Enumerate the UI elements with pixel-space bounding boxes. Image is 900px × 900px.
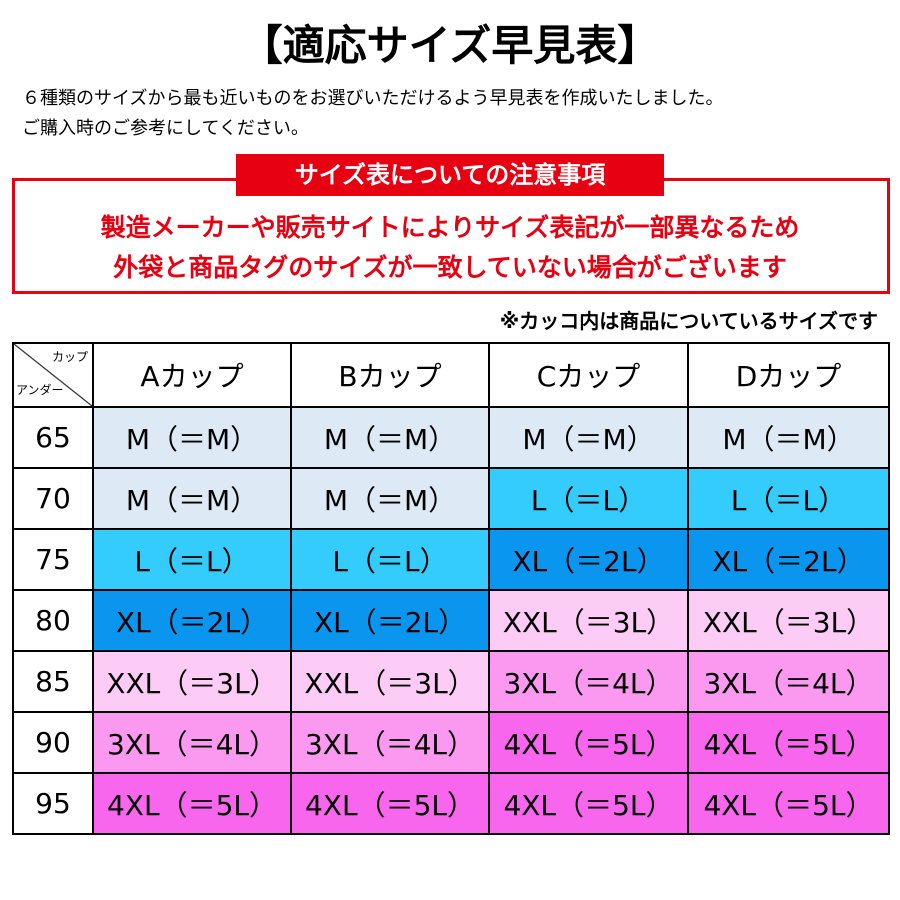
column-header: Bカップ xyxy=(290,342,490,408)
size-cell: XXL（＝3L） xyxy=(488,589,689,652)
note: ※カッコ内は商品についているサイズです xyxy=(499,309,878,333)
size-cell: M（＝M） xyxy=(290,406,490,469)
under-label: 80 xyxy=(12,589,94,652)
size-cell: 3XL（＝4L） xyxy=(92,711,292,774)
size-row: 70 M（＝M） M（＝M） L（＝L） L（＝L） xyxy=(12,467,890,530)
size-cell: 3XL（＝4L） xyxy=(290,711,490,774)
title: 【適応サイズ早見表】 xyxy=(240,21,660,70)
corner-cell: カップアンダー xyxy=(12,342,94,408)
size-table: カップ アンダー Aカップ Bカップ Cカップ Dカップ 65 M（＝M） M（＝M） M（＝M）… xyxy=(12,342,890,835)
size-row: 95 4XL（＝5L） 4XL（＝5L） 4XL（＝5L） 4XL（＝5L） xyxy=(12,772,890,835)
size-row: 75 L（＝L） L（＝L） XL（＝2L） XL（＝2L） xyxy=(12,528,890,591)
size-cell: XL（＝2L） xyxy=(488,528,689,591)
size-cell: M（＝M） xyxy=(92,467,292,530)
size-cell: 4XL（＝5L） xyxy=(687,772,890,835)
size-row: 90 3XL（＝4L） 3XL（＝4L） 4XL（＝5L） 4XL（＝5L） xyxy=(12,711,890,774)
notice-heading: サイズ表についての注意事項 xyxy=(236,154,664,196)
size-cell: 4XL（＝5L） xyxy=(488,772,689,835)
corner-bottom: アンダー xyxy=(16,383,64,397)
under-label: 75 xyxy=(12,528,94,591)
under-label: 65 xyxy=(12,406,94,469)
size-cell: XL（＝2L） xyxy=(290,589,490,652)
size-cell: XXL（＝3L） xyxy=(92,650,292,713)
size-cell: M（＝M） xyxy=(290,467,490,530)
size-cell: 3XL（＝4L） xyxy=(488,650,689,713)
column-header: Dカップ xyxy=(687,342,890,408)
size-cell: 4XL（＝5L） xyxy=(290,772,490,835)
size-cell: 3XL（＝4L） xyxy=(687,650,890,713)
size-cell: XXL（＝3L） xyxy=(687,589,890,652)
under-label: 90 xyxy=(12,711,94,774)
size-cell: 4XL（＝5L） xyxy=(488,711,689,774)
column-header: Aカップ xyxy=(92,342,292,408)
size-row: 65 M（＝M） M（＝M） M（＝M） M（＝M） xyxy=(12,406,890,469)
column-header: Cカップ xyxy=(488,342,689,408)
size-cell: 4XL（＝5L） xyxy=(687,711,890,774)
intro-line: ６種類のサイズから最も近いものをお選びいただけるよう早見表を作成いたしました。 xyxy=(22,88,724,109)
size-row: 85 XXL（＝3L） XXL（＝3L） 3XL（＝4L） 3XL（＝4L） xyxy=(12,650,890,713)
under-label: 85 xyxy=(12,650,94,713)
header-row: カップ アンダー Aカップ Bカップ Cカップ Dカップ xyxy=(12,342,890,408)
size-cell: L（＝L） xyxy=(290,528,490,591)
size-cell: M（＝M） xyxy=(92,406,292,469)
size-cell: L（＝L） xyxy=(92,528,292,591)
notice-line: 外袋と商品タグのサイズが一致していない場合がございます xyxy=(113,253,787,282)
size-cell: XXL（＝3L） xyxy=(290,650,490,713)
size-cell: XL（＝2L） xyxy=(687,528,890,591)
size-cell: M（＝M） xyxy=(488,406,689,469)
under-label: 95 xyxy=(12,772,94,835)
notice-line: 製造メーカーや販売サイトによりサイズ表記が一部異なるため xyxy=(100,213,800,242)
size-cell: L（＝L） xyxy=(687,467,890,530)
under-label: 70 xyxy=(12,467,94,530)
size-row: 80 XL（＝2L） XL（＝2L） XXL（＝3L） XXL（＝3L） xyxy=(12,589,890,652)
intro-line: ご購入時のご参考にしてください。 xyxy=(22,118,309,139)
size-cell: 4XL（＝5L） xyxy=(92,772,292,835)
size-cell: M（＝M） xyxy=(687,406,890,469)
size-cell: XL（＝2L） xyxy=(92,589,292,652)
size-cell: L（＝L） xyxy=(488,467,689,530)
corner-top: カップ xyxy=(51,350,88,364)
